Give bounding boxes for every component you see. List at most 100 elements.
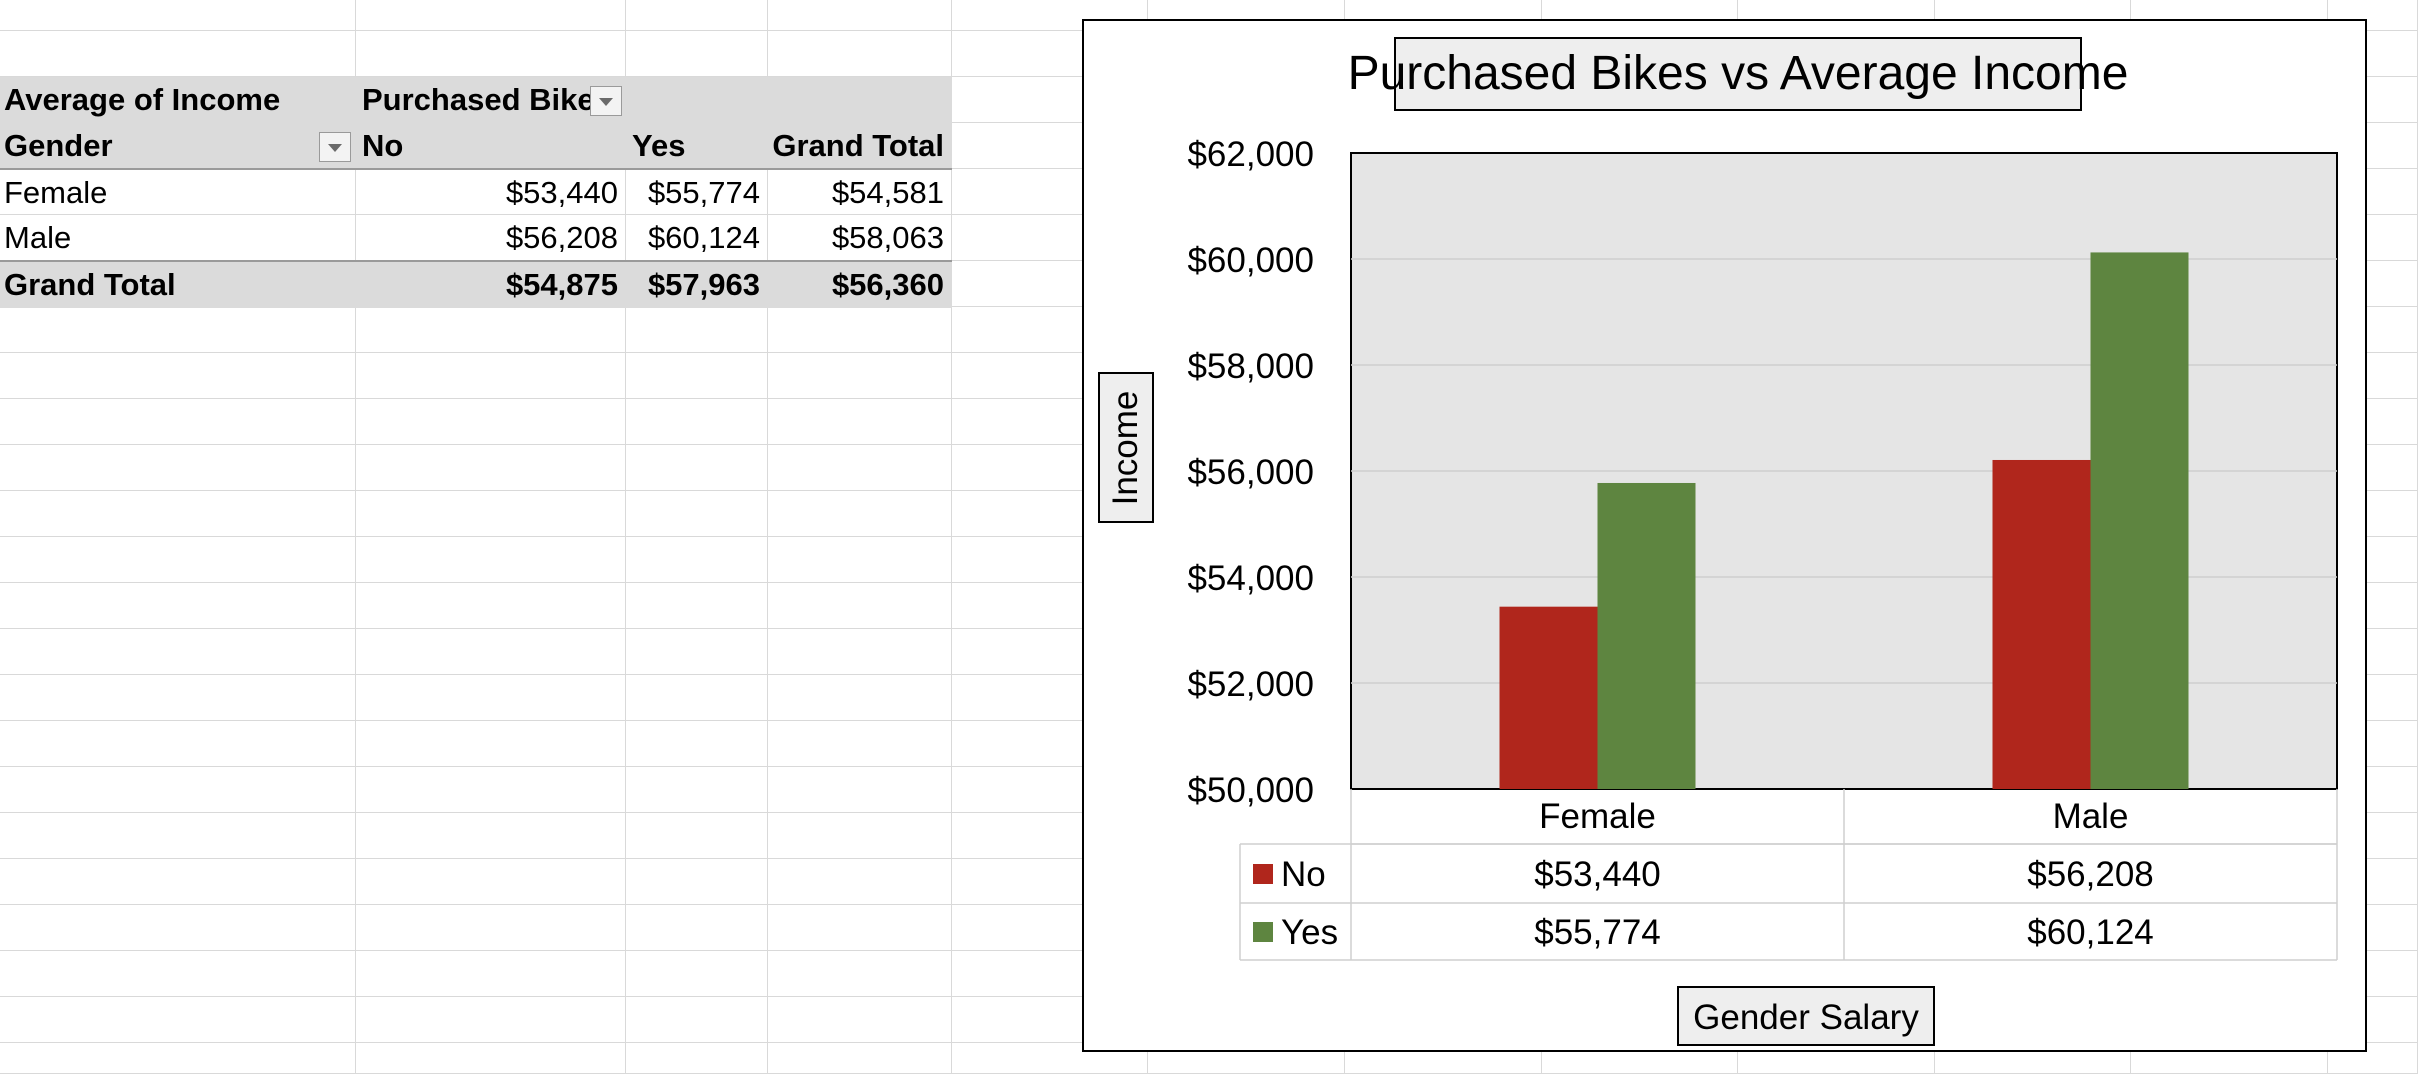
grid-cell[interactable] (626, 31, 768, 77)
grid-cell[interactable] (356, 905, 626, 951)
grid-cell[interactable] (626, 767, 768, 813)
x-category-label: Male (2053, 797, 2129, 836)
grid-cell[interactable] (0, 583, 356, 629)
legend-swatch-no (1253, 864, 1273, 884)
grid-cell[interactable] (626, 951, 768, 997)
pivot-col-header-grand-total: Grand Total (768, 123, 952, 169)
grid-cell[interactable] (626, 721, 768, 767)
grid-cell[interactable] (768, 31, 952, 77)
grid-cell[interactable] (356, 629, 626, 675)
grid-cell[interactable] (0, 537, 356, 583)
grid-cell[interactable] (0, 675, 356, 721)
grid-cell[interactable] (768, 629, 952, 675)
grid-cell[interactable] (356, 31, 626, 77)
grid-cell[interactable] (626, 675, 768, 721)
grid-cell[interactable] (356, 859, 626, 905)
grid-cell[interactable] (768, 675, 952, 721)
data-table-value: $55,774 (1534, 913, 1661, 952)
grid-cell[interactable] (0, 859, 356, 905)
grid-cell[interactable] (356, 445, 626, 491)
grid-cell[interactable] (626, 307, 768, 353)
grid-cell[interactable] (0, 721, 356, 767)
grid-cell[interactable] (768, 353, 952, 399)
grid-cell[interactable] (626, 169, 768, 215)
grid-cell[interactable] (626, 859, 768, 905)
pivot-chart[interactable]: Purchased Bikes vs Average Income $62,000… (1082, 19, 2367, 1052)
grid-cell[interactable] (768, 537, 952, 583)
grid-cell[interactable] (356, 675, 626, 721)
x-category-label: Female (1539, 797, 1656, 836)
grid-cell[interactable] (0, 307, 356, 353)
grid-cell[interactable] (356, 399, 626, 445)
row-filter-dropdown-button[interactable] (319, 132, 351, 162)
grid-cell[interactable] (768, 307, 952, 353)
grid-cell[interactable] (626, 997, 768, 1043)
grand-total-divider (0, 260, 952, 262)
column-filter-dropdown-button[interactable] (590, 86, 622, 116)
grid-cell[interactable] (356, 951, 626, 997)
grid-cell[interactable] (626, 537, 768, 583)
grid-cell[interactable] (356, 537, 626, 583)
legend-swatch-yes (1253, 922, 1273, 942)
grid-cell[interactable] (0, 399, 356, 445)
grid-cell[interactable] (768, 399, 952, 445)
grid-cell[interactable] (768, 905, 952, 951)
grid-cell[interactable] (626, 583, 768, 629)
grid-cell[interactable] (0, 997, 356, 1043)
grid-cell[interactable] (0, 767, 356, 813)
grid-cell[interactable] (0, 0, 356, 31)
grid-cell[interactable] (768, 445, 952, 491)
grid-cell[interactable] (356, 997, 626, 1043)
grid-cell[interactable] (356, 0, 626, 31)
grid-cell[interactable] (768, 583, 952, 629)
grid-cell[interactable] (626, 353, 768, 399)
pivot-cell: $53,440 (505, 175, 618, 210)
data-table-value: $60,124 (2027, 913, 2154, 952)
grid-cell[interactable] (768, 997, 952, 1043)
grid-cell[interactable] (356, 307, 626, 353)
grid-cell[interactable] (768, 813, 952, 859)
grid-cell[interactable] (768, 721, 952, 767)
grid-cell[interactable] (356, 767, 626, 813)
grid-cell[interactable] (768, 169, 952, 215)
grid-cell[interactable] (0, 169, 356, 215)
grid-cell[interactable] (626, 629, 768, 675)
grid-cell[interactable] (768, 951, 952, 997)
grid-cell[interactable] (356, 353, 626, 399)
pivot-column-field-label: Purchased Bike (362, 82, 595, 117)
grid-cell[interactable] (356, 169, 626, 215)
pivot-cell: $58,063 (831, 220, 944, 255)
pivot-grand-total-cell: $54,875 (356, 262, 626, 308)
pivot-grand-total-cell: $57,963 (626, 262, 768, 308)
grid-cell[interactable] (0, 905, 356, 951)
grid-cell[interactable] (0, 31, 356, 77)
grid-cell[interactable] (626, 491, 768, 537)
grid-cell[interactable] (0, 445, 356, 491)
grid-cell[interactable] (0, 813, 356, 859)
grid-cell[interactable] (768, 767, 952, 813)
grid-cell[interactable] (768, 491, 952, 537)
grid-cell[interactable] (356, 813, 626, 859)
pivot-cell: $60,124 (647, 220, 760, 255)
grid-cell[interactable] (0, 491, 356, 537)
y-tick-label: $60,000 (1187, 241, 1314, 280)
chart-title: Purchased Bikes vs Average Income (1348, 47, 2129, 100)
chart-canvas: Purchased Bikes vs Average Income $62,000… (1098, 37, 2338, 1046)
pivot-cell: $56,208 (505, 220, 618, 255)
grid-cell[interactable] (626, 813, 768, 859)
grid-cell[interactable] (0, 353, 356, 399)
grid-cell[interactable] (626, 905, 768, 951)
data-table-value: $53,440 (1534, 855, 1661, 894)
grid-cell[interactable] (0, 951, 356, 997)
grid-cell[interactable] (356, 583, 626, 629)
grid-cell[interactable] (768, 859, 952, 905)
grid-cell[interactable] (0, 629, 356, 675)
grid-cell[interactable] (768, 0, 952, 31)
grid-cell[interactable] (626, 445, 768, 491)
y-tick-label: $62,000 (1187, 135, 1314, 174)
grid-cell[interactable] (356, 491, 626, 537)
grid-cell[interactable] (626, 0, 768, 31)
grid-cell[interactable] (952, 0, 1148, 31)
grid-cell[interactable] (626, 399, 768, 445)
grid-cell[interactable] (356, 721, 626, 767)
